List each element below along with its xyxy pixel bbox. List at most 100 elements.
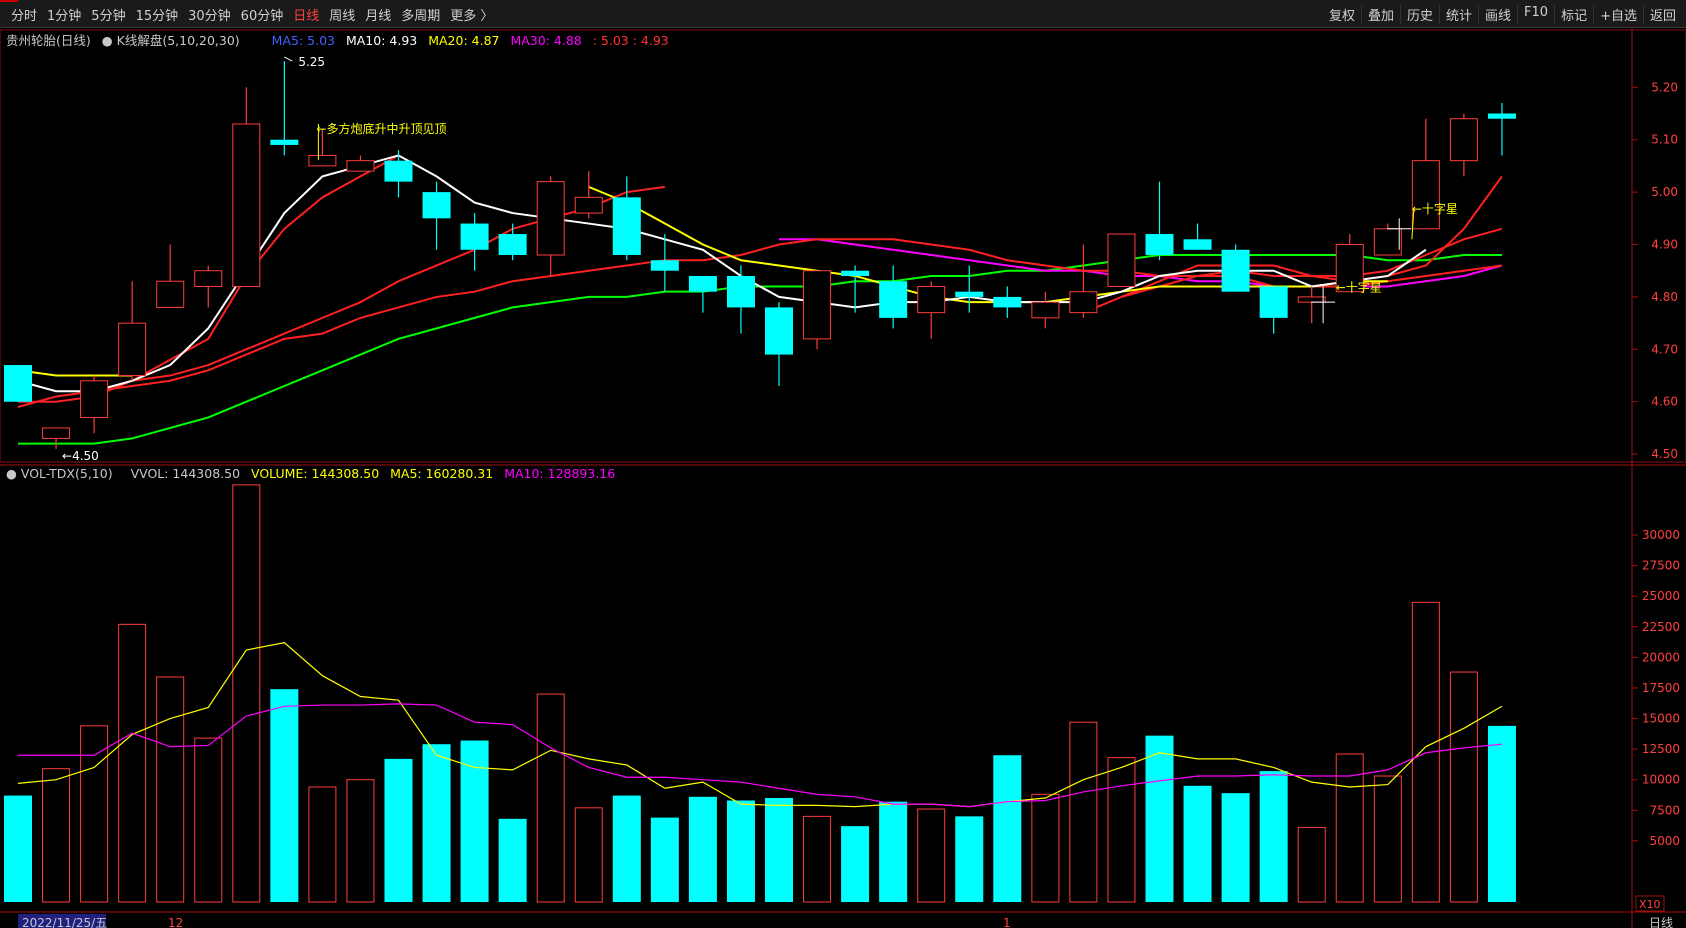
stock-chart[interactable]: 4.50 4.60 4.70 4.80 4.90 5.00 5.10 5.20 5000 7500…	[0, 28, 1686, 928]
legend-vvol: VVOL: 144308.50	[130, 466, 241, 481]
month-label-2: 1	[1003, 916, 1011, 928]
active-marker	[0, 0, 18, 2]
tool-button-3[interactable]: 统计	[1439, 5, 1478, 24]
tool-button-4[interactable]: 画线	[1478, 5, 1517, 24]
tool-button-5[interactable]: F10	[1517, 5, 1554, 24]
volume-tick-label: 27500	[1642, 559, 1680, 573]
doji2-annotation: ←十字星	[1336, 280, 1382, 295]
volume-tick-label: 12500	[1642, 742, 1680, 756]
candle-body	[536, 181, 565, 256]
price-tick-label: 4.70	[1651, 342, 1678, 356]
volume-tick-label: 17500	[1642, 681, 1680, 695]
volume-bar	[194, 737, 223, 903]
volume-bar	[955, 816, 984, 902]
period-tab-7[interactable]: 周线	[329, 9, 356, 24]
candle-body	[1069, 291, 1098, 314]
candle-body	[194, 270, 223, 287]
period-tab-0[interactable]: 分时	[11, 9, 38, 24]
period-tab-10[interactable]: 更多 〉	[450, 9, 494, 24]
period-tab-8[interactable]: 月线	[365, 9, 392, 24]
date-highlight	[18, 914, 106, 928]
candle-body	[422, 192, 451, 219]
period-tab-1[interactable]: 1分钟	[47, 9, 82, 24]
candle-body	[1411, 160, 1440, 230]
period-tab-4[interactable]: 30分钟	[188, 9, 231, 24]
volume-tick-label: 7500	[1649, 803, 1680, 817]
vol-indicator-name[interactable]: ● VOL-TDX(5,10)	[6, 466, 113, 481]
indicator-name[interactable]: ● K线解盘(5,10,20,30)	[101, 33, 240, 48]
volume-bar	[80, 725, 109, 903]
volume-bar	[4, 795, 32, 902]
candle-body	[1221, 249, 1250, 292]
volume-bar	[1259, 771, 1288, 902]
candle-body	[232, 123, 261, 287]
tool-button-1[interactable]: 叠加	[1360, 5, 1400, 24]
ma-red1-line	[1121, 175, 1503, 298]
candle-body	[1259, 286, 1288, 318]
period-tab-9[interactable]: 多周期	[401, 9, 441, 24]
candle-body	[1107, 233, 1136, 287]
volume-ma5-line	[17, 642, 1503, 808]
volume-bar	[1487, 725, 1516, 902]
volume-bar	[574, 807, 603, 903]
candle-body	[498, 234, 527, 255]
candle-body	[80, 380, 109, 418]
period-tab-3[interactable]: 15分钟	[135, 9, 179, 24]
volume-tick-label: 20000	[1642, 650, 1680, 664]
tool-button-8[interactable]: 返回	[1642, 5, 1682, 24]
candle-body	[1031, 301, 1060, 319]
high-marker	[284, 56, 293, 62]
candle-body	[1145, 234, 1174, 255]
candle-body	[650, 260, 679, 271]
tool-button-6[interactable]: 标记	[1554, 5, 1593, 24]
unit-label: X10	[1639, 898, 1661, 911]
volume-bar	[765, 798, 793, 902]
candle-body	[118, 322, 147, 377]
volume-bar	[726, 800, 755, 902]
candle-body	[1449, 118, 1478, 162]
candle-body	[1297, 296, 1326, 303]
ma-yellow-line	[17, 369, 133, 377]
ma-red3-line	[93, 238, 1503, 393]
legend-ma5: MA5: 5.03	[271, 33, 335, 48]
volume-bar	[1449, 671, 1478, 903]
price-tick-label: 4.60	[1651, 395, 1678, 409]
volume-legend: ● VOL-TDX(5,10) VVOL: 144308.50 VOLUME: …	[6, 466, 622, 481]
volume-bar	[1297, 826, 1326, 903]
period-tab-6[interactable]: 日线	[293, 9, 320, 24]
stock-name[interactable]: 贵州轮胎(日线)	[6, 33, 91, 48]
ma-magenta-line	[779, 238, 1503, 288]
price-tick-label: 4.90	[1651, 238, 1678, 252]
tool-button-2[interactable]: 历史	[1399, 5, 1439, 24]
volume-bar	[879, 801, 908, 902]
candle-body	[308, 154, 337, 167]
candle-body	[726, 275, 755, 308]
legend-ma30: MA30: 4.88	[510, 33, 582, 48]
volume-bar	[1031, 793, 1060, 903]
volume-bar	[650, 817, 679, 902]
candle-body	[42, 427, 71, 439]
volume-bar	[156, 676, 185, 903]
low-annotation: ←4.50	[62, 449, 99, 463]
volume-bar	[688, 796, 717, 902]
volume-tick-label: 25000	[1642, 589, 1680, 603]
candle-body	[955, 291, 984, 297]
main-legend: 贵州轮胎(日线) ● K线解盘(5,10,20,30) MA5: 5.03 MA…	[6, 30, 676, 49]
volume-bar	[841, 826, 870, 902]
volume-bar	[1335, 753, 1364, 903]
period-tab-2[interactable]: 5分钟	[91, 9, 126, 24]
tool-button-0[interactable]: 复权	[1328, 9, 1355, 24]
price-tick-label: 5.00	[1651, 185, 1678, 199]
volume-bar	[1221, 793, 1250, 902]
period-tabs: 分时 1分钟 5分钟 15分钟 30分钟 60分钟 日线 周线 月线 多周期 更多 〉	[6, 5, 498, 24]
tool-button-7[interactable]: +自选	[1593, 5, 1643, 24]
period-tab-5[interactable]: 60分钟	[240, 9, 284, 24]
vol-indicator-label: VOL-TDX(5,10)	[20, 466, 113, 481]
legend-vol-ma5: MA5: 160280.31	[390, 466, 494, 481]
tool-buttons: 复权 叠加 历史 统计 画线 F10 标记 +自选 返回	[1323, 5, 1682, 24]
price-tick-label: 5.20	[1651, 80, 1678, 94]
legend-vol-ma10: MA10: 128893.16	[504, 466, 616, 481]
volume-bar	[536, 693, 565, 903]
volume-bar	[384, 758, 413, 902]
legend-ma10: MA10: 4.93	[345, 33, 418, 48]
